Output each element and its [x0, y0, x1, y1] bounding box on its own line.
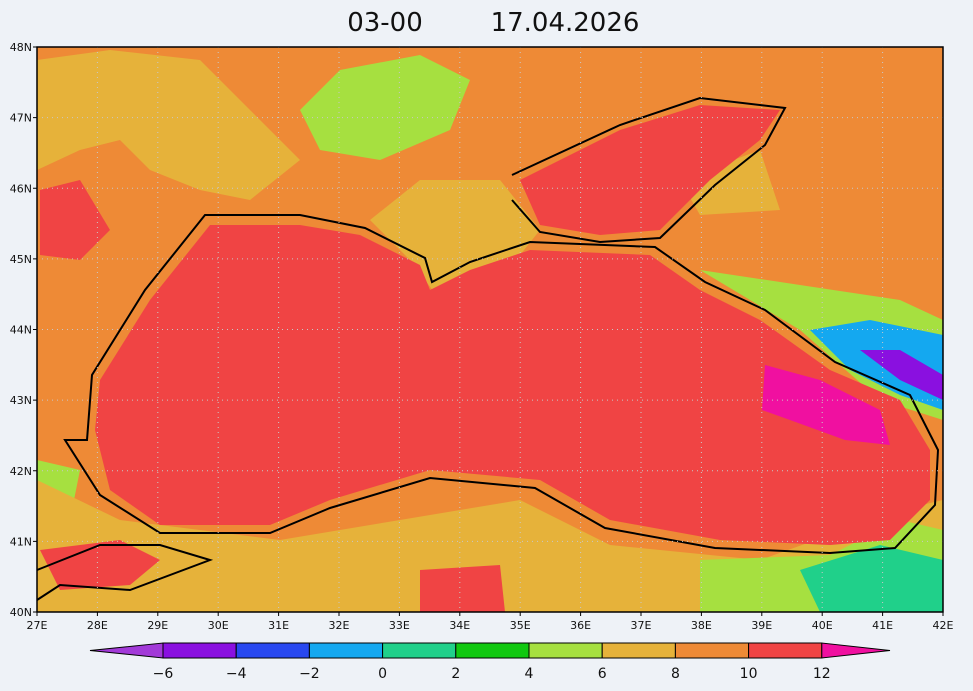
lon-label: 39E — [751, 619, 772, 632]
lat-label: 43N — [10, 394, 32, 407]
lon-label: 38E — [691, 619, 712, 632]
forecast-date: 17.04.2026 — [491, 8, 640, 38]
colorbar-label: 4 — [525, 666, 534, 682]
lat-label: 40N — [10, 606, 32, 619]
lat-label: 46N — [10, 182, 32, 195]
field-zone — [800, 545, 943, 612]
coastline — [511, 96, 787, 244]
colorbar-segment — [601, 642, 676, 659]
field-zone — [37, 50, 300, 200]
lat-label: 48N — [10, 41, 32, 54]
lon-label: 37E — [631, 619, 652, 632]
coastline — [36, 544, 214, 601]
colorbar-label: −2 — [299, 666, 320, 682]
colorbar-segment — [455, 642, 530, 659]
colorbar-label: 0 — [378, 666, 387, 682]
field-zone — [300, 55, 470, 160]
colorbar-segment — [308, 642, 384, 659]
colorbar-segment — [162, 642, 237, 659]
lon-label: 28E — [87, 619, 108, 632]
colorbar-label: −6 — [153, 666, 174, 682]
field-zone — [40, 540, 160, 590]
lon-label: 34E — [449, 619, 470, 632]
lon-label: 33E — [389, 619, 410, 632]
lat-label: 42N — [10, 465, 32, 478]
field-zone — [762, 365, 890, 445]
colorbar-label: 8 — [671, 666, 680, 682]
map-field — [36, 47, 943, 612]
colorbar-segment — [674, 642, 750, 659]
field-zone — [810, 320, 943, 410]
lon-label: 30E — [208, 619, 229, 632]
colorbar-segment — [528, 642, 603, 659]
colorbar-label: 2 — [451, 666, 460, 682]
field-zone — [40, 180, 110, 260]
field-zone — [680, 150, 780, 215]
lon-label: 32E — [329, 619, 350, 632]
colorbar-label: −4 — [226, 666, 247, 682]
lon-label: 35E — [510, 619, 531, 632]
colorbar-end — [89, 642, 164, 659]
lon-label: 36E — [570, 619, 591, 632]
lon-label: 27E — [27, 619, 48, 632]
graticule — [37, 47, 943, 612]
lat-label: 41N — [10, 535, 32, 548]
lon-label: 40E — [812, 619, 833, 632]
colorbar-segment — [748, 642, 823, 659]
colorbar-segment — [235, 642, 310, 659]
colorbar-label: 6 — [598, 666, 607, 682]
colorbar-end — [821, 642, 891, 659]
sea-zone — [520, 105, 780, 235]
lon-label: 31E — [268, 619, 289, 632]
colorbar-label: 10 — [740, 666, 758, 682]
forecast-time: 03-00 — [347, 8, 423, 38]
colorbar: −6 −4 −2 0 2 4 6 8 10 12 — [89, 642, 891, 682]
colorbar-label: 12 — [813, 666, 831, 682]
lon-label: 42E — [933, 619, 954, 632]
lon-label: 29E — [147, 619, 168, 632]
coastline — [63, 214, 940, 555]
field-zone — [860, 350, 943, 400]
colorbar-segment — [382, 642, 457, 659]
sea-zone — [95, 225, 930, 545]
lat-label: 44N — [10, 324, 32, 337]
field-zone — [420, 565, 505, 612]
lat-label: 45N — [10, 253, 32, 266]
lon-label: 41E — [872, 619, 893, 632]
lat-label: 47N — [10, 112, 32, 125]
